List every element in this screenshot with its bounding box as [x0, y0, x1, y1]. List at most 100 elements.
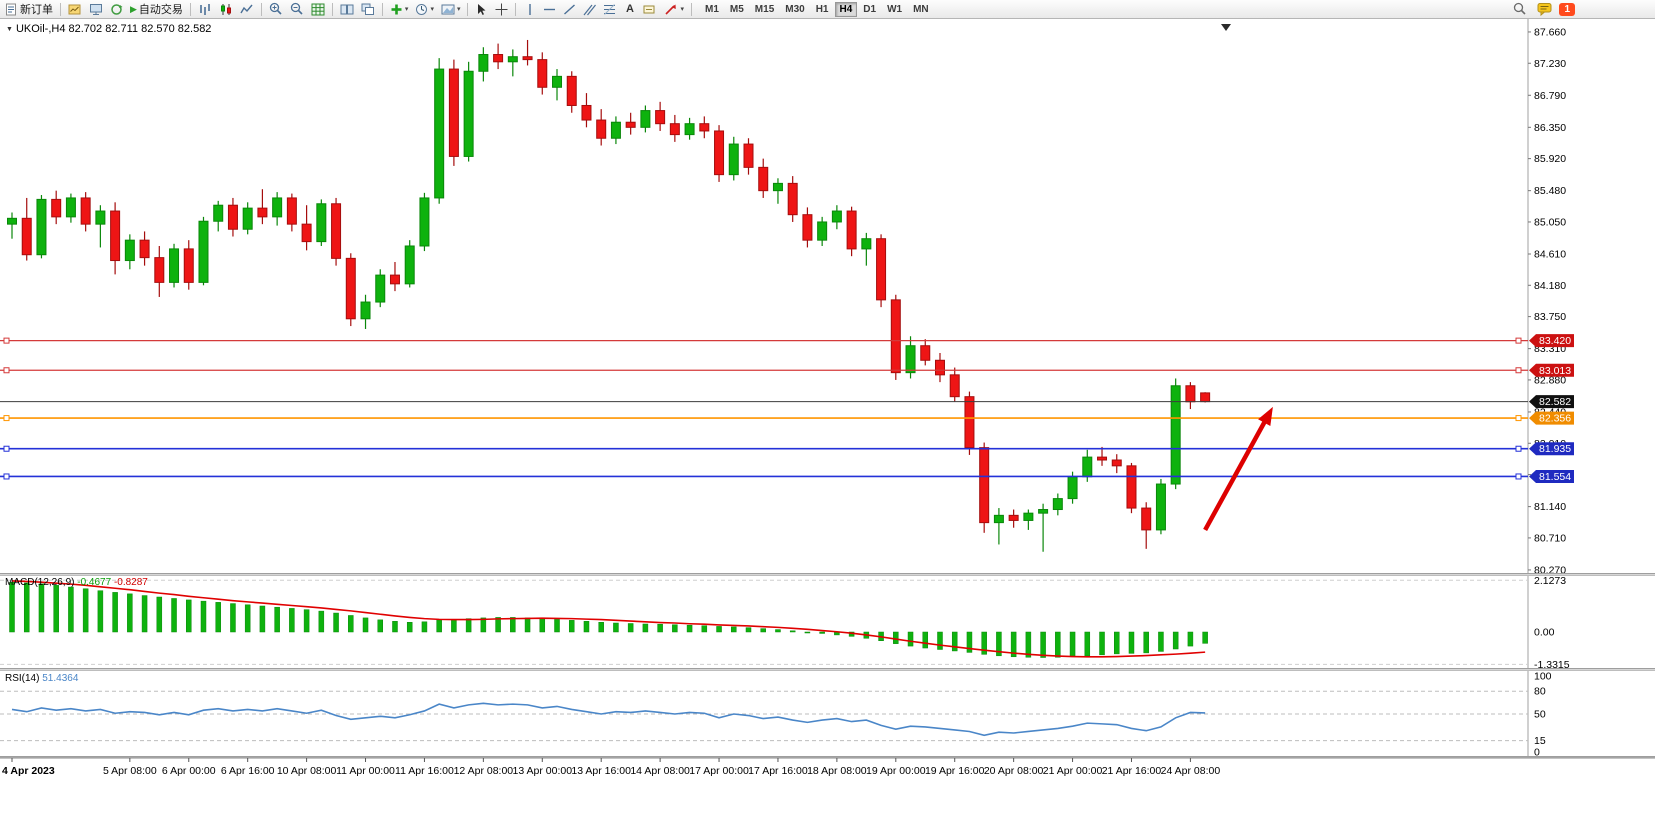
line-handle[interactable] — [1515, 473, 1522, 480]
grid-button[interactable] — [308, 1, 328, 18]
timeframe-button-d1[interactable]: D1 — [858, 2, 881, 17]
horizontal-line-82.356[interactable] — [0, 415, 1528, 422]
new-chart-button[interactable] — [65, 1, 85, 18]
vertical-line-button[interactable] — [520, 1, 539, 18]
panel-separator[interactable] — [0, 668, 1655, 671]
macd-main-value: -0.4677 — [77, 577, 112, 588]
zoom-out-button[interactable] — [287, 1, 307, 18]
toolbar-separator — [381, 2, 383, 16]
profiles-button[interactable] — [86, 1, 106, 18]
timeframe-button-m30[interactable]: M30 — [780, 2, 809, 17]
panel-separator[interactable] — [0, 573, 1655, 576]
candlestick-chart-button[interactable] — [216, 1, 236, 18]
line-handle[interactable] — [3, 415, 10, 422]
line-chart-button[interactable] — [237, 1, 257, 18]
chart-shift-marker-icon[interactable] — [1221, 24, 1231, 31]
cursor-icon — [478, 3, 486, 15]
time-axis-label: 14 Apr 08:00 — [630, 765, 690, 777]
cursor-button[interactable] — [472, 1, 491, 18]
text-tool-button[interactable]: A — [620, 1, 639, 18]
candle — [876, 234, 887, 308]
timeframe-button-mn[interactable]: MN — [908, 2, 934, 17]
svg-text:81.554: 81.554 — [1539, 471, 1571, 483]
trendline-button[interactable] — [560, 1, 579, 18]
candle — [964, 391, 975, 455]
rsi-line — [11, 702, 1206, 737]
candle — [1111, 454, 1122, 474]
time-axis[interactable]: 4 Apr 2023 5 Apr 08:00 6 Apr 00:00 6 Apr 16… — [0, 757, 1655, 777]
price-axis-label: 87.230 — [1534, 58, 1566, 70]
template-icon — [441, 4, 455, 14]
candle — [301, 205, 312, 251]
horizontal-line-81.935[interactable] — [0, 445, 1528, 452]
line-handle[interactable] — [3, 367, 10, 374]
timeframe-button-h1[interactable]: H1 — [811, 2, 834, 17]
candle — [198, 216, 209, 286]
indicators-button[interactable]: ▾ — [387, 1, 412, 18]
timeframe-button-m15[interactable]: M15 — [750, 2, 779, 17]
time-axis-label: 11 Apr 00:00 — [336, 765, 395, 777]
candle — [817, 216, 828, 246]
zoom-in-button[interactable] — [266, 1, 286, 18]
macd-axis-label: -1.3315 — [1534, 659, 1570, 671]
arrows-tool-button[interactable]: ▾ — [661, 1, 687, 18]
timeframe-button-m5[interactable]: M5 — [725, 2, 749, 17]
refresh-button[interactable] — [107, 1, 126, 18]
tile-windows-button[interactable] — [337, 1, 357, 18]
svg-text:83.420: 83.420 — [1539, 335, 1571, 347]
candle — [139, 231, 150, 266]
macd-signal-line — [11, 580, 1206, 658]
search-button[interactable] — [1510, 1, 1530, 18]
candle — [331, 197, 342, 266]
grid-icon — [311, 3, 325, 15]
candle — [51, 190, 62, 225]
autotrading-button[interactable]: ▶ 自动交易 — [127, 1, 186, 18]
templates-button[interactable]: ▾ — [438, 1, 464, 18]
chat-button[interactable] — [1534, 1, 1555, 18]
label-tool-button[interactable] — [640, 1, 660, 18]
time-axis-label: 17 Apr 16:00 — [748, 765, 808, 777]
line-chart-icon — [240, 4, 253, 13]
bar-chart-button[interactable] — [195, 1, 215, 18]
line-handle[interactable] — [3, 337, 10, 344]
collapse-arrow-icon[interactable]: ▼ — [6, 26, 13, 33]
candle — [934, 353, 945, 383]
price-axis: 87.660 87.230 86.790 86.350 85.920 85.480 85.0… — [1527, 19, 1566, 758]
timeframe-button-h4[interactable]: H4 — [834, 1, 858, 17]
line-handle[interactable] — [1515, 367, 1522, 374]
timeframe-button-m1[interactable]: M1 — [700, 2, 724, 17]
toolbar: 新订单 ▶ 自动交易 ▾ ▾ — [0, 0, 1655, 19]
candle — [1038, 503, 1049, 552]
time-axis-label: 18 Apr 08:00 — [807, 765, 867, 777]
candle — [728, 136, 739, 181]
rsi-panel: 100 80 50 150 — [0, 671, 1552, 759]
periods-button[interactable]: ▾ — [412, 1, 437, 18]
time-axis-label: 6 Apr 16:00 — [221, 765, 275, 777]
trendline-icon — [564, 3, 576, 15]
new-chart-icon — [68, 4, 81, 14]
new-order-button[interactable]: 新订单 — [2, 1, 56, 18]
line-handle[interactable] — [1515, 445, 1522, 452]
horizontal-line-83.420[interactable] — [0, 337, 1528, 344]
timeframe-button-w1[interactable]: W1 — [882, 2, 907, 17]
candle — [1200, 392, 1211, 403]
horizontal-line-81.554[interactable] — [0, 473, 1528, 480]
cascade-windows-button[interactable] — [358, 1, 378, 18]
new-order-icon — [6, 3, 16, 15]
line-handle[interactable] — [3, 473, 10, 480]
candle — [434, 58, 445, 204]
horizontal-line-83.013[interactable] — [0, 367, 1528, 374]
crosshair-button[interactable] — [492, 1, 511, 18]
candle — [227, 197, 238, 237]
candle — [669, 114, 680, 142]
line-handle[interactable] — [1515, 337, 1522, 344]
line-handle[interactable] — [1515, 415, 1522, 422]
chart-canvas[interactable]: 87.660 87.230 86.790 86.350 85.920 85.480 85.0… — [0, 19, 1655, 824]
candle — [831, 205, 842, 230]
fibonacci-button[interactable] — [600, 1, 619, 18]
trend-arrow-annotation[interactable] — [1203, 406, 1273, 531]
notification-badge[interactable]: 1 — [1559, 2, 1575, 16]
line-handle[interactable] — [3, 445, 10, 452]
horizontal-line-button[interactable] — [540, 1, 559, 18]
channel-button[interactable] — [580, 1, 599, 18]
